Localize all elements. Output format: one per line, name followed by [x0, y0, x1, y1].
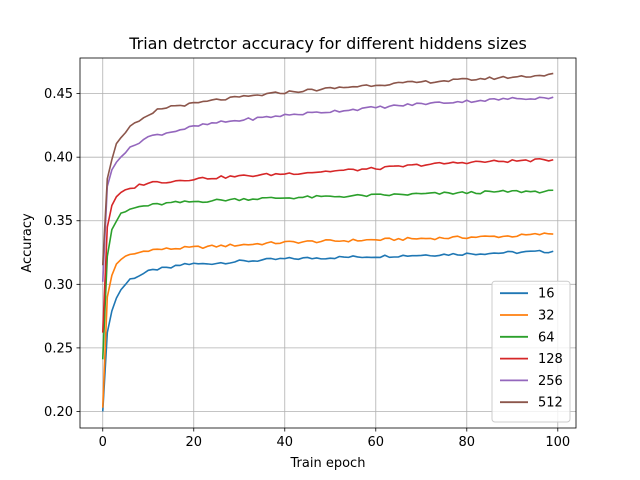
y-tick-label: 0.45 — [44, 87, 73, 102]
series-line-256 — [101, 96, 554, 282]
series-line-128 — [101, 157, 554, 333]
plot-area-frame — [79, 57, 577, 429]
x-axis-ticks: 0 20 40 60 80 100 — [99, 428, 570, 450]
legend-label-512: 512 — [538, 396, 563, 411]
series-lines — [101, 72, 554, 412]
legend-label-256: 256 — [538, 374, 563, 389]
x-tick-label: 0 — [99, 435, 107, 450]
series-line-512 — [101, 72, 554, 266]
y-tick-label: 0.30 — [44, 278, 73, 293]
legend-label-32: 32 — [538, 309, 555, 324]
x-axis-label: Train epoch — [290, 456, 366, 471]
legend-box — [491, 280, 571, 423]
series-line-64 — [101, 189, 554, 360]
legend-label-128: 128 — [538, 352, 563, 367]
y-tick-label: 0.20 — [44, 405, 73, 420]
x-tick-label: 100 — [545, 435, 570, 450]
series-line-16 — [101, 249, 554, 412]
x-tick-label: 80 — [459, 435, 476, 450]
y-tick-label: 0.40 — [44, 151, 73, 166]
x-tick-label: 60 — [368, 435, 385, 450]
series-line-32 — [101, 232, 554, 408]
x-tick-label: 40 — [276, 435, 293, 450]
legend-label-64: 64 — [538, 330, 555, 345]
y-axis-label: Accuracy — [20, 213, 35, 273]
y-tick-label: 0.35 — [44, 214, 73, 229]
y-axis-ticks: 0.20 0.25 0.30 0.35 0.40 0.45 — [44, 87, 80, 420]
legend: 16 32 64 128 256 512 — [491, 280, 571, 423]
grid-lines — [80, 58, 576, 428]
chart-title: Trian detrctor accuracy for different hi… — [128, 34, 527, 53]
legend-label-16: 16 — [538, 287, 555, 302]
y-tick-label: 0.25 — [44, 341, 73, 356]
x-tick-label: 20 — [185, 435, 202, 450]
